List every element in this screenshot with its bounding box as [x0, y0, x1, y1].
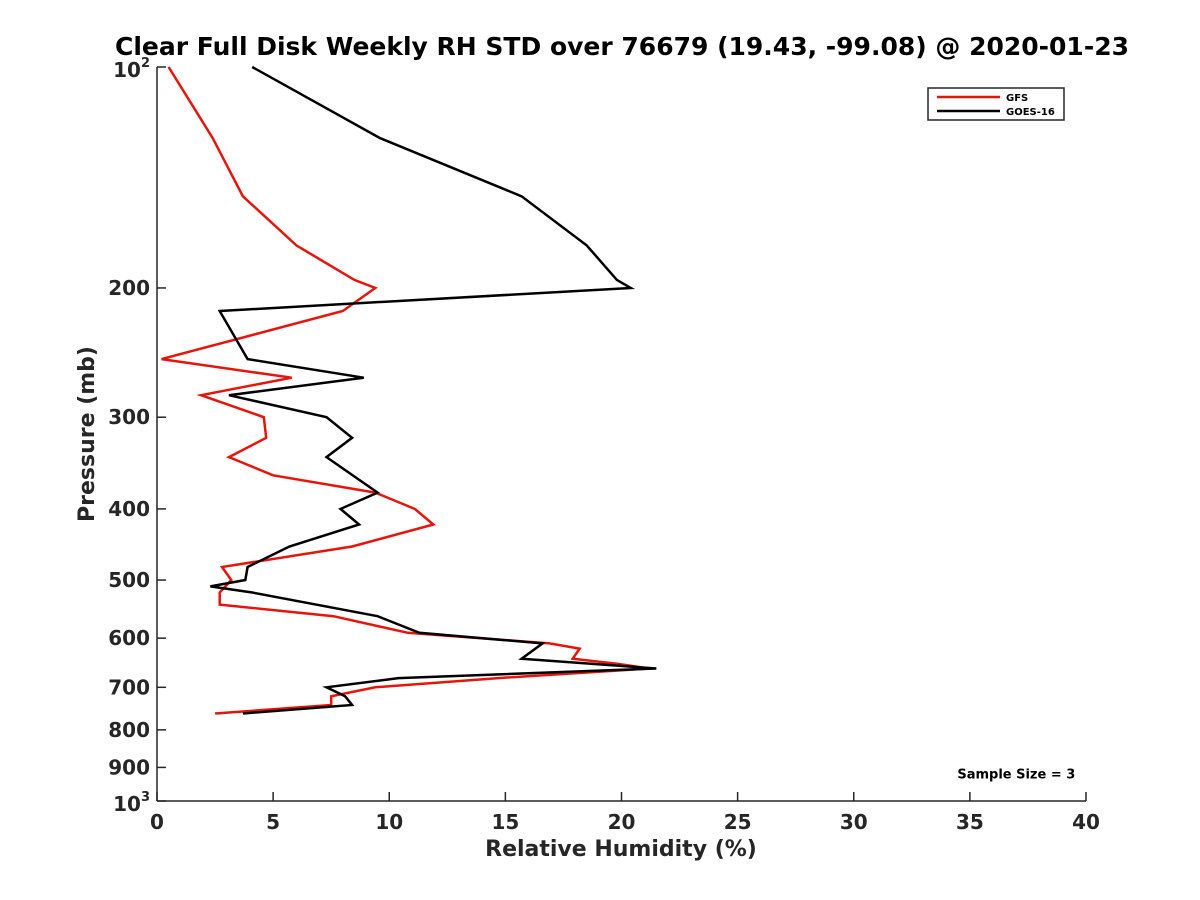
legend-box — [927, 87, 1065, 121]
sample-size-annotation: Sample Size = 3 — [957, 767, 1075, 782]
x-tick-label: 25 — [724, 810, 752, 834]
x-tick-label: 30 — [840, 810, 868, 834]
chart-title: Clear Full Disk Weekly RH STD over 76679… — [115, 32, 1129, 61]
x-tick-label: 10 — [375, 810, 403, 834]
y-tick-label: 700 — [108, 675, 150, 699]
x-tick-label: 15 — [491, 810, 519, 834]
legend-label-gfs: GFS — [1006, 93, 1028, 104]
y-tick-label: 500 — [108, 568, 150, 592]
legend: GFS GOES-16 — [927, 87, 1065, 121]
y-tick-label: 400 — [108, 497, 150, 521]
x-tick-label: 0 — [150, 810, 164, 834]
y-tick-label: 600 — [108, 626, 150, 650]
x-tick-label: 40 — [1072, 810, 1100, 834]
y-tick-exponent: 2 — [141, 56, 150, 71]
y-axis-label: Pressure (mb) — [75, 346, 100, 522]
x-tick-label: 35 — [956, 810, 984, 834]
legend-label-goes16: GOES-16 — [1006, 107, 1055, 118]
y-tick-label: 102 — [113, 56, 150, 82]
y-tick-base: 10 — [113, 58, 141, 82]
y-tick-label: 300 — [108, 405, 150, 429]
x-axis-label: Relative Humidity (%) — [485, 837, 757, 862]
y-tick-label: 900 — [108, 755, 150, 779]
x-tick-label: 20 — [608, 810, 636, 834]
y-tick-label: 800 — [108, 718, 150, 742]
x-tick-label: 5 — [266, 810, 280, 834]
y-tick-exponent: 3 — [141, 790, 150, 805]
y-tick-base: 10 — [113, 792, 141, 816]
y-tick-label: 200 — [108, 276, 150, 300]
series-line-goes16 — [210, 65, 657, 715]
series-group — [161, 65, 657, 715]
x-ticks: 0 5 10 15 20 25 30 35 40 — [150, 792, 1100, 834]
y-tick-label: 103 — [113, 790, 150, 816]
